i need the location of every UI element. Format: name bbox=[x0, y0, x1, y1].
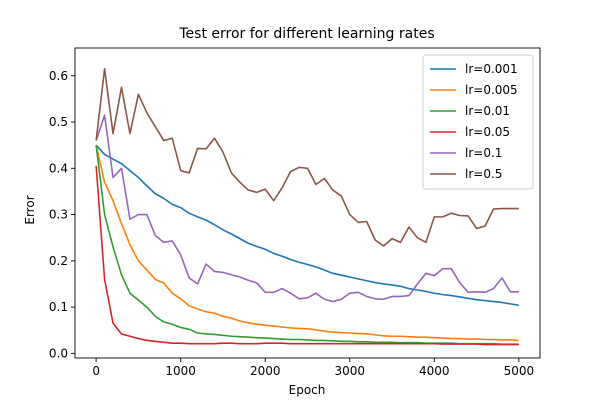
y-tick-label-5: 0.5 bbox=[49, 115, 68, 129]
x-tick-label-3: 3000 bbox=[334, 364, 365, 378]
series-line-1 bbox=[95, 144, 519, 342]
x-tick-label-0: 0 bbox=[92, 364, 100, 378]
series-line-0 bbox=[95, 144, 519, 307]
legend-label-0: lr=0.001 bbox=[465, 62, 518, 76]
y-tick-label-6: 0.6 bbox=[49, 69, 68, 83]
x-tick-label-2: 2000 bbox=[250, 364, 281, 378]
y-tick-label-4: 0.4 bbox=[49, 161, 68, 175]
legend-label-2: lr=0.01 bbox=[465, 104, 510, 118]
series-line-2 bbox=[95, 145, 519, 345]
chart-title: Test error for different learning rates bbox=[178, 26, 434, 42]
y-tick-label-1: 0.1 bbox=[49, 300, 68, 314]
x-axis-label: Epoch bbox=[289, 383, 326, 397]
series-line-4 bbox=[95, 114, 519, 303]
legend-label-1: lr=0.005 bbox=[465, 83, 518, 97]
legend-box bbox=[422, 54, 534, 190]
y-tick-label-0: 0.0 bbox=[49, 346, 68, 360]
x-tick-label-1: 1000 bbox=[165, 364, 196, 378]
plot-frame bbox=[74, 47, 541, 359]
x-tick-label-4: 4000 bbox=[419, 364, 450, 378]
legend: lr=0.001 lr=0.005 lr=0.01 lr=0.05 lr=0.1 lr=0… bbox=[422, 54, 534, 190]
legend-label-4: lr=0.1 bbox=[465, 146, 502, 160]
series-line-5 bbox=[95, 68, 519, 247]
y-tick-label-3: 0.3 bbox=[49, 208, 68, 222]
series-line-3 bbox=[95, 165, 519, 346]
y-tick-label-2: 0.2 bbox=[49, 254, 68, 268]
axes: 0 1000 2000 3000 4000 5000 0.0 0.1 0.2 0.3 0.4 0.5 0… bbox=[49, 47, 541, 378]
plot-series bbox=[95, 68, 519, 346]
legend-label-5: lr=0.5 bbox=[465, 167, 502, 181]
x-tick-label-5: 5000 bbox=[504, 364, 535, 378]
legend-label-3: lr=0.05 bbox=[465, 125, 510, 139]
y-axis-label: Error bbox=[23, 195, 37, 224]
